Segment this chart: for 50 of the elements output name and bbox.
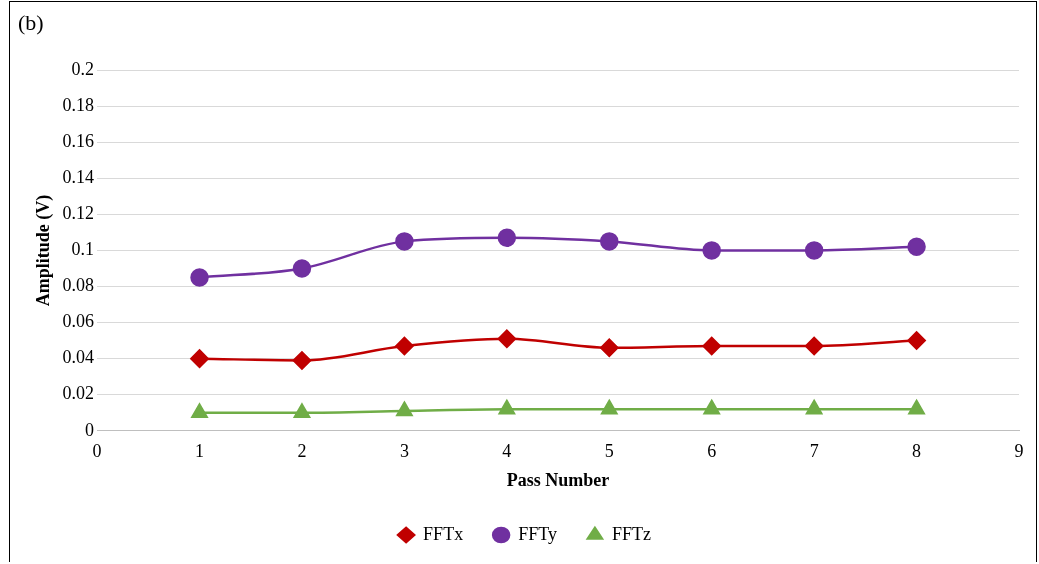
legend-label: FFTz [611,523,651,544]
y-tick-label: 0.2 [71,58,95,79]
point [908,399,925,415]
point [292,351,312,370]
y-tick-label: 0.18 [62,94,95,115]
point [395,336,414,356]
point [600,338,619,358]
point [907,331,926,350]
point [497,228,517,248]
point [191,403,208,419]
x-tick-label: 9 [1014,441,1024,462]
x-tick-label: 4 [502,441,512,462]
x-tick-label: 5 [604,441,614,462]
y-tick-label: 0.06 [62,311,95,332]
x-tick-label: 7 [809,441,819,462]
point [190,268,209,287]
point [600,232,619,251]
point [292,259,312,278]
point [190,349,209,368]
y-tick-label: 0.14 [62,166,95,187]
point [601,399,618,415]
y-tick-label: 0.16 [62,130,95,151]
point [396,401,413,417]
point [804,241,824,260]
point [498,399,516,415]
y-tick-label: 0.04 [62,347,95,368]
x-tick-label: 3 [399,441,409,462]
point [702,241,721,260]
y-tick-label: 0 [85,419,95,440]
y-tick-label: 0.08 [62,275,95,296]
y-axis-title: Amplitude (V) [33,194,55,307]
point [497,329,517,349]
x-tick-label: 1 [195,441,205,462]
point [804,336,824,356]
y-tick-label: 0.1 [71,239,95,260]
point [907,237,926,257]
x-tick-label: 8 [912,441,922,462]
x-axis-title: Pass Number [506,469,610,490]
point [293,403,311,419]
point [805,399,823,415]
legend-label: FFTy [518,523,557,544]
y-tick-label: 0.12 [62,203,95,224]
y-tick-label: 0.02 [62,383,95,404]
text: (b) [18,10,44,36]
point [702,336,721,356]
x-tick-label: 6 [707,441,717,462]
legend-label: FFTx [423,523,464,544]
point [395,232,414,251]
point [703,399,720,415]
x-tick-label: 2 [297,441,307,462]
